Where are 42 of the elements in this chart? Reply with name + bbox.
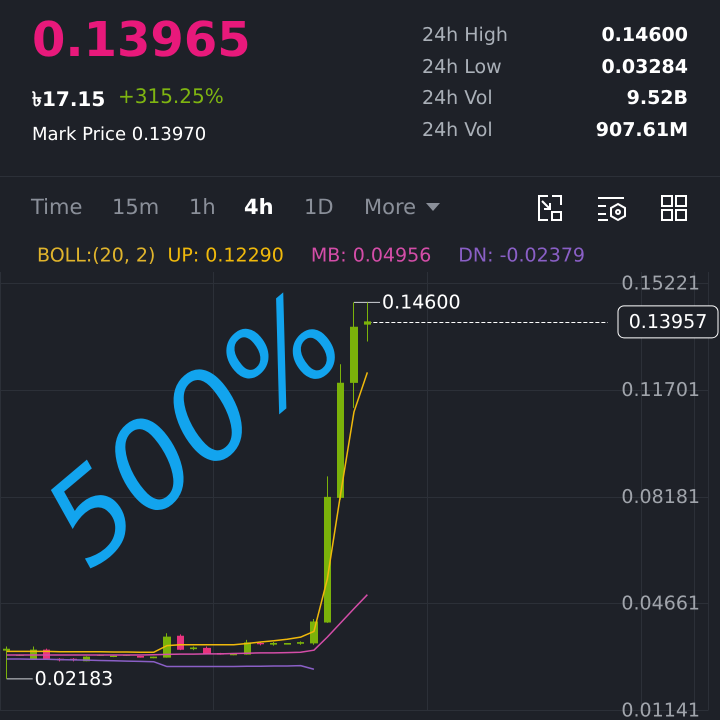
- candlestick: [337, 364, 344, 500]
- text: 24h Vol: [422, 87, 493, 109]
- annotation: 0.02183: [34, 668, 114, 690]
- candlestick: [270, 641, 277, 646]
- text: DN: -0.02379: [458, 244, 586, 266]
- text: 24h Vol: [422, 119, 493, 141]
- legend-title: BOLL:(20, 2): [37, 244, 156, 266]
- y-tick-label: 0.11701: [621, 379, 700, 402]
- line-series: [6, 658, 315, 670]
- candlestick: [297, 640, 304, 646]
- text: 0.14600: [382, 291, 461, 314]
- candlestick: [190, 646, 197, 651]
- y-tick-label: 0.01141: [621, 700, 700, 720]
- y-tick-label: 0.15221: [621, 272, 700, 294]
- text: 9.52B: [626, 87, 688, 109]
- candlestick: [257, 641, 264, 646]
- text: 24h Low: [422, 56, 502, 78]
- text: 1D: [304, 195, 334, 219]
- candlestick: [350, 302, 358, 408]
- candlestick: [3, 646, 10, 680]
- text: 907.61M: [596, 119, 688, 141]
- chart-title: 0.13965: [32, 12, 251, 68]
- text: +315.25%: [118, 84, 224, 108]
- y-tick-label: 0.08181: [621, 486, 700, 508]
- text: ৳17.15: [32, 86, 106, 113]
- y-tick-label: 0.04661: [621, 592, 700, 615]
- text: 0.03284: [601, 56, 688, 78]
- text: 1h: [189, 195, 216, 219]
- candlestick: [150, 656, 157, 659]
- text: 0.14600: [601, 24, 688, 46]
- text: UP: 0.12290: [155, 244, 284, 266]
- candlestick: [364, 302, 371, 342]
- text: Time: [31, 195, 82, 219]
- text: 24h High: [422, 24, 508, 46]
- candlestick: [137, 655, 144, 658]
- text: More: [364, 195, 416, 219]
- text: 15m: [112, 195, 160, 219]
- text: Mark Price 0.13970: [32, 124, 206, 145]
- text: 4h: [244, 195, 274, 219]
- text: MB: 0.04956: [310, 244, 432, 266]
- line-series: [6, 594, 368, 656]
- ref-line-label: 0.13957: [628, 310, 708, 333]
